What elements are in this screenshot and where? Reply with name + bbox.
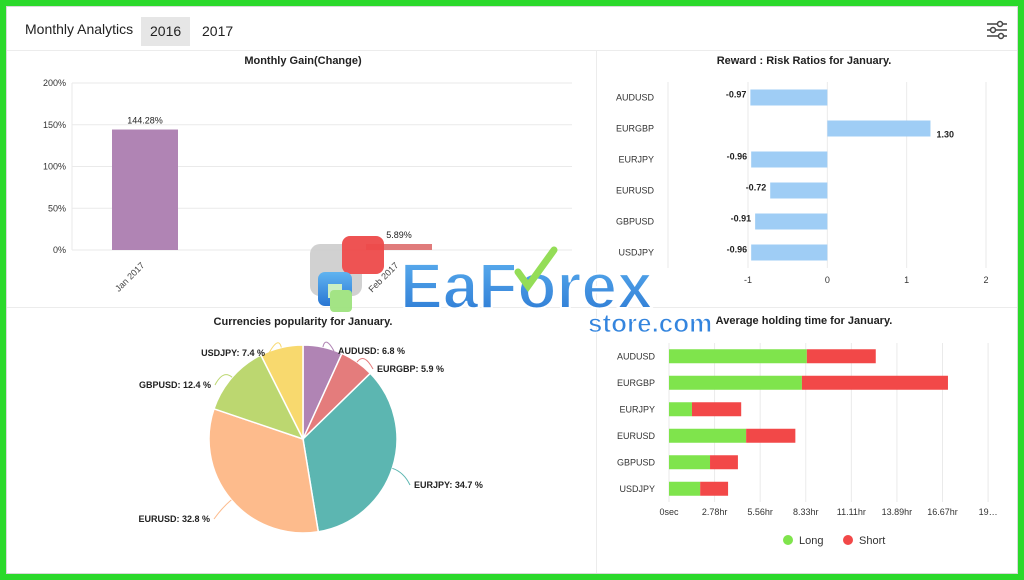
vertical-divider (596, 51, 597, 573)
pie-slice (259, 344, 304, 440)
logo-mark-icon (310, 236, 384, 312)
ratio-data-label: -0.96 (727, 152, 748, 162)
category-label: EURJPY (618, 155, 654, 165)
pie-slice-label: USDJPY: 7.4 % (201, 348, 265, 358)
pie-slice (302, 372, 398, 533)
pie-slice-label: EURGBP: 5.9 % (377, 364, 444, 374)
y-tick-label: 0% (53, 245, 66, 255)
category-label: GBPUSD (617, 457, 656, 467)
top-bar: Monthly Analytics 2016 2017 (7, 7, 1017, 51)
long-bar (669, 349, 807, 364)
pie-slice-label: AUDUSD: 6.8 % (338, 346, 405, 356)
monthly-gain-title: Monthly Gain(Change) (244, 55, 362, 67)
long-bar (669, 455, 711, 470)
ratio-bar (750, 89, 828, 106)
holding-time-title: Average holding time for January. (716, 315, 893, 327)
category-label: EURGBP (616, 124, 654, 134)
short-bar (801, 375, 948, 390)
x-tick-label: 5.56hr (747, 507, 773, 517)
x-tick-label: 19… (979, 507, 998, 517)
x-tick-label: 16.67hr (927, 507, 958, 517)
ratio-data-label: -0.96 (727, 245, 748, 255)
gain-bar (366, 244, 432, 250)
category-label: EURUSD (617, 431, 656, 441)
x-tick-label: 0sec (659, 507, 679, 517)
short-bar (806, 349, 876, 364)
y-tick-label: 150% (43, 120, 66, 130)
pie-leader-line (214, 374, 233, 386)
y-tick-label: 50% (48, 203, 66, 213)
ratio-data-label: -0.72 (746, 183, 767, 193)
page-title: Monthly Analytics (25, 21, 134, 37)
short-bar (691, 402, 742, 417)
x-tick-label: 13.89hr (882, 507, 913, 517)
short-bar (746, 428, 796, 443)
eaforex-watermark-logo: EaForex store.com (310, 236, 713, 339)
legend-label: Long (799, 535, 823, 547)
short-bar (700, 481, 729, 496)
long-bar (669, 428, 747, 443)
long-bar (669, 481, 701, 496)
category-label: USDJPY (618, 248, 654, 258)
legend-label: Short (859, 535, 885, 547)
ratio-data-label: -0.91 (731, 214, 752, 224)
ratio-data-label: 1.30 (936, 130, 954, 140)
category-label: EURJPY (619, 404, 655, 414)
short-bar (710, 455, 738, 470)
pie-slice-label: EURJPY: 34.7 % (414, 480, 483, 490)
pie-leader-line (392, 467, 411, 486)
ratio-bar (751, 244, 828, 261)
x-tick-label: 2 (983, 275, 988, 285)
analytics-panel: Monthly Analytics 2016 2017 (6, 6, 1018, 574)
category-label: USDJPY (619, 484, 655, 494)
pie-leader-line (268, 342, 282, 354)
sliders-icon (987, 20, 1007, 40)
gain-data-label: 5.89% (386, 230, 412, 240)
ratio-bar (827, 120, 931, 137)
filter-settings-button[interactable] (985, 20, 1009, 40)
y-tick-label: 100% (43, 162, 66, 172)
gain-data-label: 144.28% (127, 116, 163, 126)
watermark-sub: store.com (588, 308, 712, 338)
category-label: GBPUSD (616, 217, 655, 227)
category-label: EURUSD (616, 186, 655, 196)
ratio-bar (755, 213, 828, 230)
legend-marker (783, 535, 793, 545)
category-label: AUDUSD (616, 93, 655, 103)
ratio-bar (751, 151, 828, 168)
pie-leader-line (322, 341, 335, 352)
checkmark-icon (514, 246, 558, 292)
pie-slice (213, 353, 305, 441)
gain-bar (112, 129, 178, 250)
x-tick-label: 1 (904, 275, 909, 285)
category-label: EURGBP (617, 378, 655, 388)
x-tick-label: 2.78hr (702, 507, 728, 517)
category-label: AUDUSD (617, 351, 656, 361)
horizontal-divider (7, 307, 1017, 308)
long-bar (669, 375, 802, 390)
ratio-bar (770, 182, 828, 199)
pie-slice-label: GBPUSD: 12.4 % (139, 380, 211, 390)
x-tick-label: -1 (744, 275, 752, 285)
x-tick-label: 11.11hr (837, 507, 866, 517)
legend-marker (843, 535, 853, 545)
pie-leader-line (356, 357, 374, 370)
currencies-pie-title: Currencies popularity for January. (214, 316, 393, 328)
reward-risk-title: Reward : Risk Ratios for January. (717, 55, 892, 67)
y-tick-label: 200% (43, 78, 66, 88)
long-bar (669, 402, 692, 417)
pie-slice (208, 407, 320, 534)
x-tick-label: 8.33hr (793, 507, 819, 517)
pie-slice-label: EURUSD: 32.8 % (138, 514, 210, 524)
tab-2017[interactable]: 2017 (202, 23, 234, 39)
tab-2016[interactable]: 2016 (141, 17, 191, 46)
x-tick-label: 0 (825, 275, 830, 285)
pie-leader-line (213, 499, 232, 520)
ratio-data-label: -0.97 (726, 90, 747, 100)
